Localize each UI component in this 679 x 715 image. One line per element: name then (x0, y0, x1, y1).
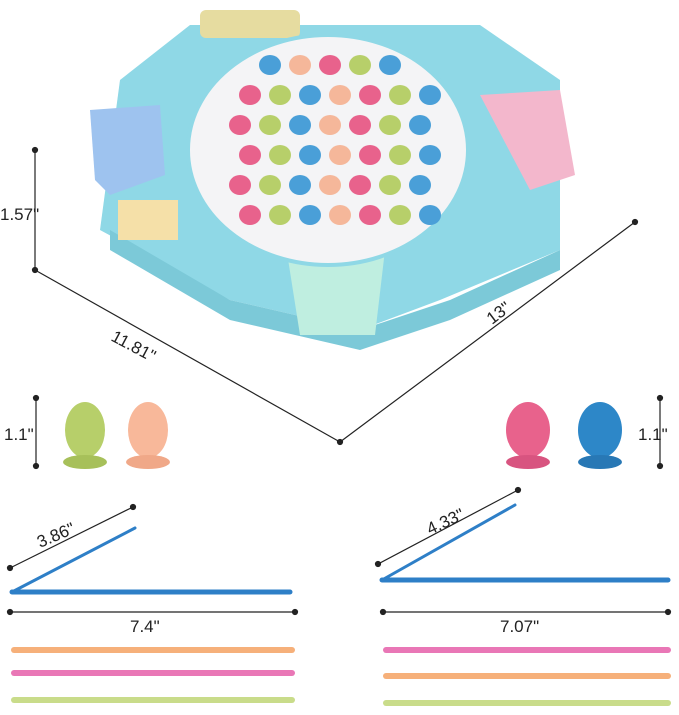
fish-left-height-label: 1.1" (4, 425, 34, 444)
fish-right-height-label: 1.1" (638, 425, 668, 444)
pond-fish (319, 175, 341, 195)
pond-fish (329, 205, 351, 225)
pond-fish (289, 115, 311, 135)
pond-fish (269, 205, 291, 225)
pond-fish (289, 55, 311, 75)
box-label (118, 200, 178, 240)
rod-blue-left (9, 526, 293, 595)
pond-fish (379, 115, 401, 135)
pond-fish (419, 145, 441, 165)
pond-fish (299, 85, 321, 105)
pond-fish (239, 85, 261, 105)
pond-fish (389, 145, 411, 165)
yellow-basket (200, 10, 300, 38)
fish-grid (229, 55, 441, 225)
pond-fish (349, 115, 371, 135)
pond-fish (419, 205, 441, 225)
pond-fish (319, 55, 341, 75)
pink-basket (480, 90, 575, 190)
board-height-label: 1.57" (0, 205, 39, 224)
left-rod-length-label: 7.4" (130, 617, 160, 636)
pond-fish (359, 205, 381, 225)
pond-fish (259, 175, 281, 195)
pond-fish (299, 205, 321, 225)
pond-fish (419, 85, 441, 105)
pond-fish (349, 175, 371, 195)
pond-fish (239, 205, 261, 225)
blue-basket (90, 105, 165, 195)
pond-fish (359, 85, 381, 105)
rod-blue-right (379, 503, 671, 583)
pond-fish (289, 175, 311, 195)
pond-fish (319, 115, 341, 135)
blue-fish (578, 402, 622, 469)
pond-fish (269, 145, 291, 165)
pond-fish (379, 55, 401, 75)
fishing-game-board (90, 10, 575, 350)
pond-fish (229, 175, 251, 195)
green-fish (63, 402, 107, 469)
dimension-lines (6, 146, 672, 616)
fishing-rods (9, 503, 671, 706)
pond-fish (379, 175, 401, 195)
pond-fish (259, 55, 281, 75)
board-width-label: 11.81" (108, 327, 159, 366)
pond-fish (389, 205, 411, 225)
orange-fish (126, 402, 170, 469)
pond-fish (329, 145, 351, 165)
fish-toys (63, 402, 622, 469)
pond-fish (299, 145, 321, 165)
left-rod-arm-label: 3.86" (34, 519, 77, 552)
right-rod-length-label: 7.07" (500, 617, 539, 636)
pond-fish (329, 85, 351, 105)
pond-fish (349, 55, 371, 75)
pond-fish (239, 145, 261, 165)
pond-fish (359, 145, 381, 165)
pond-fish (389, 85, 411, 105)
pond-fish (269, 85, 291, 105)
pond-fish (409, 115, 431, 135)
pink-fish (506, 402, 550, 469)
pond-fish (409, 175, 431, 195)
right-rod-arm-label: 4.33" (424, 505, 467, 539)
pond-fish (259, 115, 281, 135)
pond-fish (229, 115, 251, 135)
